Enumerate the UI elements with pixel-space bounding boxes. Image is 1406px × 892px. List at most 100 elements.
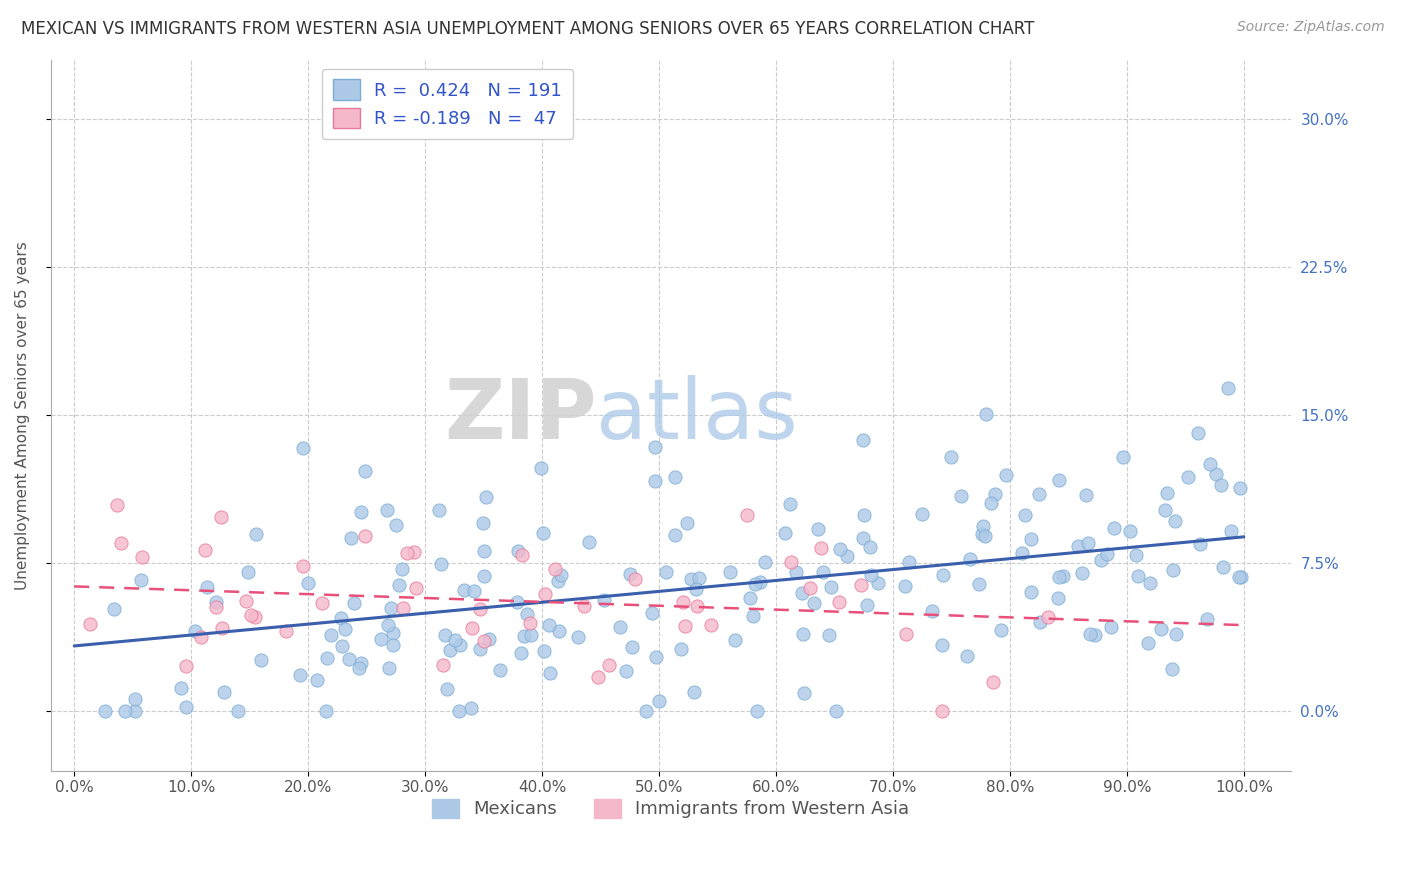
Point [353,464,375,478]
Point [1220,524,1243,539]
Point [472,568,495,582]
Point [741,608,763,623]
Point [1195,611,1218,625]
Point [1229,481,1251,495]
Point [969,577,991,591]
Text: MEXICAN VS IMMIGRANTS FROM WESTERN ASIA UNEMPLOYMENT AMONG SENIORS OVER 65 YEARS: MEXICAN VS IMMIGRANTS FROM WESTERN ASIA … [21,20,1035,37]
Point [619,566,641,581]
Point [852,433,875,447]
Point [1019,584,1042,599]
Point [508,544,530,558]
Point [790,586,813,600]
Point [673,619,696,633]
Point [353,529,375,543]
Point [335,622,357,636]
Point [427,503,450,517]
Point [773,526,796,541]
Point [681,572,703,586]
Point [672,595,695,609]
Point [754,555,776,569]
Point [461,621,484,635]
Point [959,552,981,566]
Point [980,496,1002,510]
Point [970,526,993,541]
Point [747,705,769,719]
Point [1164,627,1187,641]
Point [655,566,678,580]
Point [1160,662,1182,676]
Point [1084,628,1107,642]
Point [1177,470,1199,484]
Point [868,576,890,591]
Point [453,583,475,598]
Point [330,611,353,625]
Point [530,461,553,475]
Point [124,705,146,719]
Point [1188,537,1211,551]
Point [1119,524,1142,538]
Point [911,507,934,521]
Point [1047,591,1070,606]
Point [669,642,692,657]
Point [474,633,496,648]
Point [516,607,538,622]
Point [931,705,953,719]
Point [894,627,917,641]
Point [810,541,832,555]
Point [444,633,467,648]
Point [436,682,458,697]
Point [538,665,561,680]
Point [1071,566,1094,581]
Point [860,567,883,582]
Text: Source: ZipAtlas.com: Source: ZipAtlas.com [1237,20,1385,34]
Point [1076,488,1098,502]
Point [550,568,572,582]
Point [337,651,360,665]
Point [519,616,541,631]
Point [240,607,263,622]
Point [990,623,1012,637]
Point [243,610,266,624]
Point [506,595,529,609]
Point [1078,626,1101,640]
Point [315,705,337,719]
Point [124,691,146,706]
Point [738,591,761,606]
Point [807,522,830,536]
Point [391,562,413,576]
Point [779,497,801,511]
Point [533,644,555,658]
Point [718,565,741,579]
Point [849,578,872,592]
Point [1209,478,1232,492]
Point [699,618,721,632]
Point [1047,473,1070,487]
Point [211,621,233,635]
Point [79,617,101,632]
Point [131,549,153,564]
Point [430,557,453,571]
Point [828,595,851,609]
Point [226,705,249,719]
Point [472,544,495,558]
Point [488,663,510,677]
Point [1205,467,1227,481]
Point [288,668,311,682]
Point [404,544,426,558]
Point [931,638,953,652]
Point [1227,570,1250,584]
Point [852,531,875,545]
Point [641,606,664,620]
Point [644,475,666,489]
Point [893,579,915,593]
Point [1229,570,1251,584]
Point [803,596,825,610]
Point [1052,569,1074,583]
Point [321,628,343,642]
Point [835,549,858,564]
Point [468,602,491,616]
Point [749,575,772,590]
Point [388,578,411,592]
Point [1014,508,1036,522]
Point [250,653,273,667]
